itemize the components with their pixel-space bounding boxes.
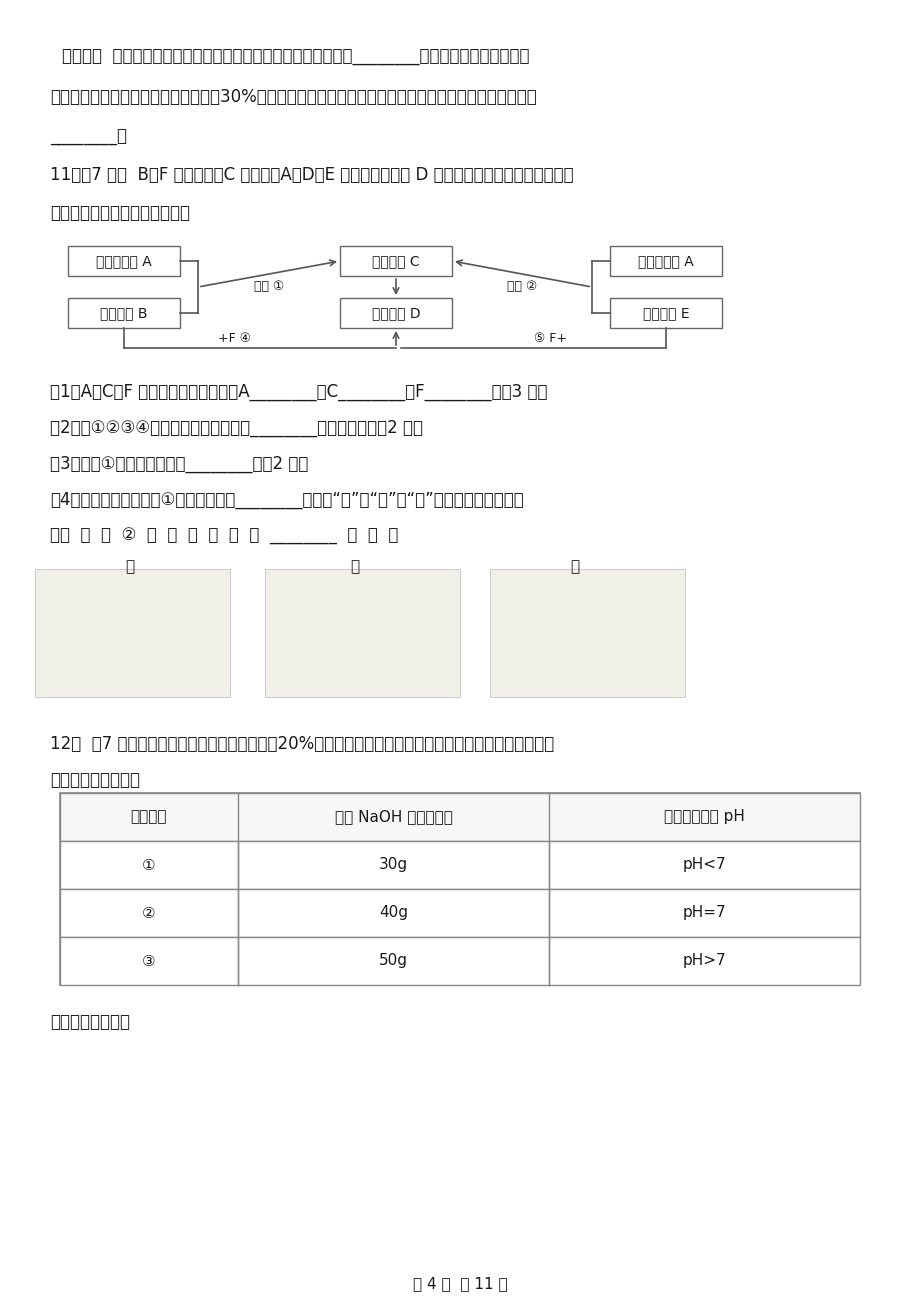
Text: （3）反应①的化学方程式是________。（2 分）: （3）反应①的化学方程式是________。（2 分） xyxy=(50,454,308,473)
Text: 甲: 甲 xyxy=(125,559,134,574)
Bar xyxy=(60,793,859,986)
Bar xyxy=(60,937,859,986)
Bar xyxy=(60,889,859,937)
Text: 乙: 乙 xyxy=(350,559,359,574)
Text: pH>7: pH>7 xyxy=(682,953,725,969)
Text: ⑤ F+: ⑤ F+ xyxy=(534,332,567,345)
Text: 请回答下列问题：: 请回答下列问题： xyxy=(50,1013,130,1031)
Text: 第 4 页  共 11 页: 第 4 页 共 11 页 xyxy=(413,1276,506,1292)
Text: 实验序号: 实验序号 xyxy=(130,810,167,824)
Text: ②: ② xyxy=(142,905,155,921)
Text: 黑色氧化物 A: 黑色氧化物 A xyxy=(638,254,693,268)
Text: 丙: 丙 xyxy=(570,559,579,574)
Text: 30g: 30g xyxy=(379,858,408,872)
Text: 测得实验数据如表：: 测得实验数据如表： xyxy=(50,771,140,789)
Text: 50g: 50g xyxy=(379,953,407,969)
Text: ③: ③ xyxy=(142,953,155,969)
Text: 40g: 40g xyxy=(379,905,407,921)
Text: 高压放电管来制取臭氧。若在反应中有30%的氧气转化为臭氧，则所得混合气中氧气与臭氧的分子个数比为: 高压放电管来制取臭氧。若在反应中有30%的氧气转化为臭氧，则所得混合气中氧气与臭… xyxy=(50,89,536,105)
Bar xyxy=(265,569,460,697)
Text: ①: ① xyxy=(142,858,155,872)
Text: 黑色单质 B: 黑色单质 B xyxy=(100,306,148,320)
Text: 之间有如下图所示的转化关系：: 之间有如下图所示的转化关系： xyxy=(50,204,190,223)
Bar xyxy=(340,246,451,276)
Text: 无色气体 E: 无色气体 E xyxy=(642,306,688,320)
Bar xyxy=(68,246,180,276)
Text: 12．  （7 分）某石油化工厂化验室的实验员用20%的氮氧化钓溶液洗洤一定量石油产品中的残余稀硫酸，: 12． （7 分）某石油化工厂化验室的实验员用20%的氮氧化钓溶液洗洤一定量石油… xyxy=(50,736,553,753)
Bar xyxy=(35,569,230,697)
Bar xyxy=(68,298,180,328)
Text: +F ④: +F ④ xyxy=(219,332,251,345)
Text: 无色气体 D: 无色气体 D xyxy=(371,306,420,320)
Text: 高温 ①: 高温 ① xyxy=(254,280,284,293)
Text: pH=7: pH=7 xyxy=(682,905,725,921)
Bar xyxy=(609,246,721,276)
Text: 红色单质 C: 红色单质 C xyxy=(372,254,419,268)
Text: 验，  反  应  ②  选  择  下  图  中  的  ________  实  验  。: 验， 反 应 ② 选 择 下 图 中 的 ________ 实 验 。 xyxy=(50,527,398,546)
Bar xyxy=(490,569,685,697)
Text: （1）A、C、F 物质的化学式分别是：A________、C________、F________。（3 分）: （1）A、C、F 物质的化学式分别是：A________、C________、F… xyxy=(50,383,547,401)
Bar xyxy=(609,298,721,328)
Bar xyxy=(60,841,859,889)
Text: ________。: ________。 xyxy=(50,128,127,146)
Text: 加热 ②: 加热 ② xyxy=(506,280,537,293)
Bar xyxy=(340,298,451,328)
Text: 11．（7 分）  B、F 是非金属，C 是金属，A、D、E 是化合物，气体 D 可以使澄清石灰水变浑浊，它们: 11．（7 分） B、F 是非金属，C 是金属，A、D、E 是化合物，气体 D … xyxy=(50,165,573,184)
Text: 洗洤后溶液的 pH: 洗洤后溶液的 pH xyxy=(664,810,744,824)
Text: 黑色氧化物 A: 黑色氧化物 A xyxy=(96,254,152,268)
Text: （2）在①②③④中，属于化合反应的是________（填序号）。（2 分）: （2）在①②③④中，属于化合反应的是________（填序号）。（2 分） xyxy=(50,419,423,437)
Text: pH<7: pH<7 xyxy=(682,858,725,872)
Bar xyxy=(60,793,859,841)
Text: （4）在实验室里，反应①选择下图中的________（选填“甲”、“乙”、“丙”，下同）装置进行实: （4）在实验室里，反应①选择下图中的________（选填“甲”、“乙”、“丙”… xyxy=(50,491,523,509)
Text: 消耗 NaOH 溶液的质量: 消耗 NaOH 溶液的质量 xyxy=(335,810,452,824)
Text: 请回答：  在以上臭氧分子被破坏的过程中，氯原子所起的作用是________；实验室还可将氧气通过: 请回答： 在以上臭氧分子被破坏的过程中，氯原子所起的作用是________；实验… xyxy=(62,48,529,66)
